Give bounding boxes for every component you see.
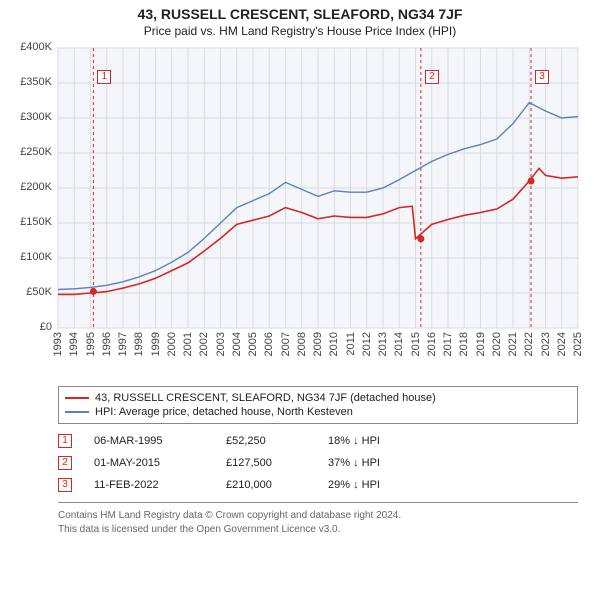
y-tick-label: £150K: [0, 216, 52, 228]
tx-row: 1 06-MAR-1995 £52,250 18% ↓ HPI: [58, 430, 578, 452]
legend-swatch: [65, 397, 89, 399]
y-tick-label: £400K: [0, 41, 52, 53]
x-tick-label: 2021: [507, 332, 519, 356]
x-tick-label: 2012: [361, 332, 373, 356]
y-tick-label: £300K: [0, 111, 52, 123]
x-tick-label: 1993: [52, 332, 64, 356]
x-tick-label: 2009: [312, 332, 324, 356]
x-tick-label: 1994: [68, 332, 80, 356]
legend: 43, RUSSELL CRESCENT, SLEAFORD, NG34 7JF…: [58, 386, 578, 424]
x-tick-label: 2016: [426, 332, 438, 356]
tx-row-marker: 1: [58, 434, 72, 448]
x-tick-label: 2008: [296, 332, 308, 356]
y-tick-label: £350K: [0, 76, 52, 88]
tx-marker-2: 2: [425, 70, 439, 84]
chart-area: £0 £50K £100K £150K £200K £250K £300K £350K £400…: [0, 42, 600, 382]
legend-label: 43, RUSSELL CRESCENT, SLEAFORD, NG34 7JF…: [95, 392, 436, 404]
x-tick-label: 1997: [117, 332, 129, 356]
x-tick-label: 2023: [540, 332, 552, 356]
tx-price: £210,000: [226, 479, 306, 491]
tx-price: £52,250: [226, 435, 306, 447]
tx-date: 01-MAY-2015: [94, 457, 204, 469]
y-tick-label: £50K: [0, 286, 52, 298]
tx-date: 06-MAR-1995: [94, 435, 204, 447]
legend-swatch: [65, 411, 89, 413]
x-tick-label: 2004: [231, 332, 243, 356]
footer-line: Contains HM Land Registry data © Crown c…: [58, 509, 578, 523]
tx-date: 11-FEB-2022: [94, 479, 204, 491]
x-tick-label: 2010: [328, 332, 340, 356]
x-tick-label: 2025: [572, 332, 584, 356]
x-tick-label: 2018: [458, 332, 470, 356]
x-tick-label: 2024: [556, 332, 568, 356]
attribution-footer: Contains HM Land Registry data © Crown c…: [58, 502, 578, 536]
x-tick-label: 1995: [85, 332, 97, 356]
chart-title: 43, RUSSELL CRESCENT, SLEAFORD, NG34 7JF: [0, 0, 600, 22]
legend-label: HPI: Average price, detached house, Nort…: [95, 406, 353, 418]
x-tick-label: 2000: [166, 332, 178, 356]
x-tick-label: 2019: [475, 332, 487, 356]
tx-diff: 18% ↓ HPI: [328, 435, 448, 447]
tx-row-marker: 2: [58, 456, 72, 470]
legend-row: 43, RUSSELL CRESCENT, SLEAFORD, NG34 7JF…: [65, 391, 571, 405]
x-tick-label: 2006: [263, 332, 275, 356]
x-tick-label: 2001: [182, 332, 194, 356]
legend-row: HPI: Average price, detached house, Nort…: [65, 405, 571, 419]
x-tick-label: 1996: [101, 332, 113, 356]
x-tick-label: 1998: [133, 332, 145, 356]
x-tick-label: 2013: [377, 332, 389, 356]
y-tick-label: £200K: [0, 181, 52, 193]
x-tick-label: 2007: [280, 332, 292, 356]
y-tick-label: £250K: [0, 146, 52, 158]
x-tick-label: 2005: [247, 332, 259, 356]
x-tick-label: 2014: [393, 332, 405, 356]
y-tick-label: £100K: [0, 251, 52, 263]
tx-row-marker: 3: [58, 478, 72, 492]
tx-row: 2 01-MAY-2015 £127,500 37% ↓ HPI: [58, 452, 578, 474]
x-tick-label: 2011: [345, 332, 357, 356]
tx-marker-1: 1: [97, 70, 111, 84]
footer-line: This data is licensed under the Open Gov…: [58, 523, 578, 537]
tx-diff: 29% ↓ HPI: [328, 479, 448, 491]
x-tick-label: 1999: [150, 332, 162, 356]
x-tick-label: 2020: [491, 332, 503, 356]
tx-diff: 37% ↓ HPI: [328, 457, 448, 469]
x-tick-label: 2003: [215, 332, 227, 356]
x-tick-label: 2017: [442, 332, 454, 356]
transaction-table: 1 06-MAR-1995 £52,250 18% ↓ HPI 2 01-MAY-2015…: [58, 430, 578, 496]
x-tick-label: 2022: [523, 332, 535, 356]
y-tick-label: £0: [0, 321, 52, 333]
x-tick-label: 2002: [198, 332, 210, 356]
tx-marker-3: 3: [535, 70, 549, 84]
tx-row: 3 11-FEB-2022 £210,000 29% ↓ HPI: [58, 474, 578, 496]
tx-price: £127,500: [226, 457, 306, 469]
chart-subtitle: Price paid vs. HM Land Registry's House …: [0, 22, 600, 42]
x-tick-label: 2015: [410, 332, 422, 356]
